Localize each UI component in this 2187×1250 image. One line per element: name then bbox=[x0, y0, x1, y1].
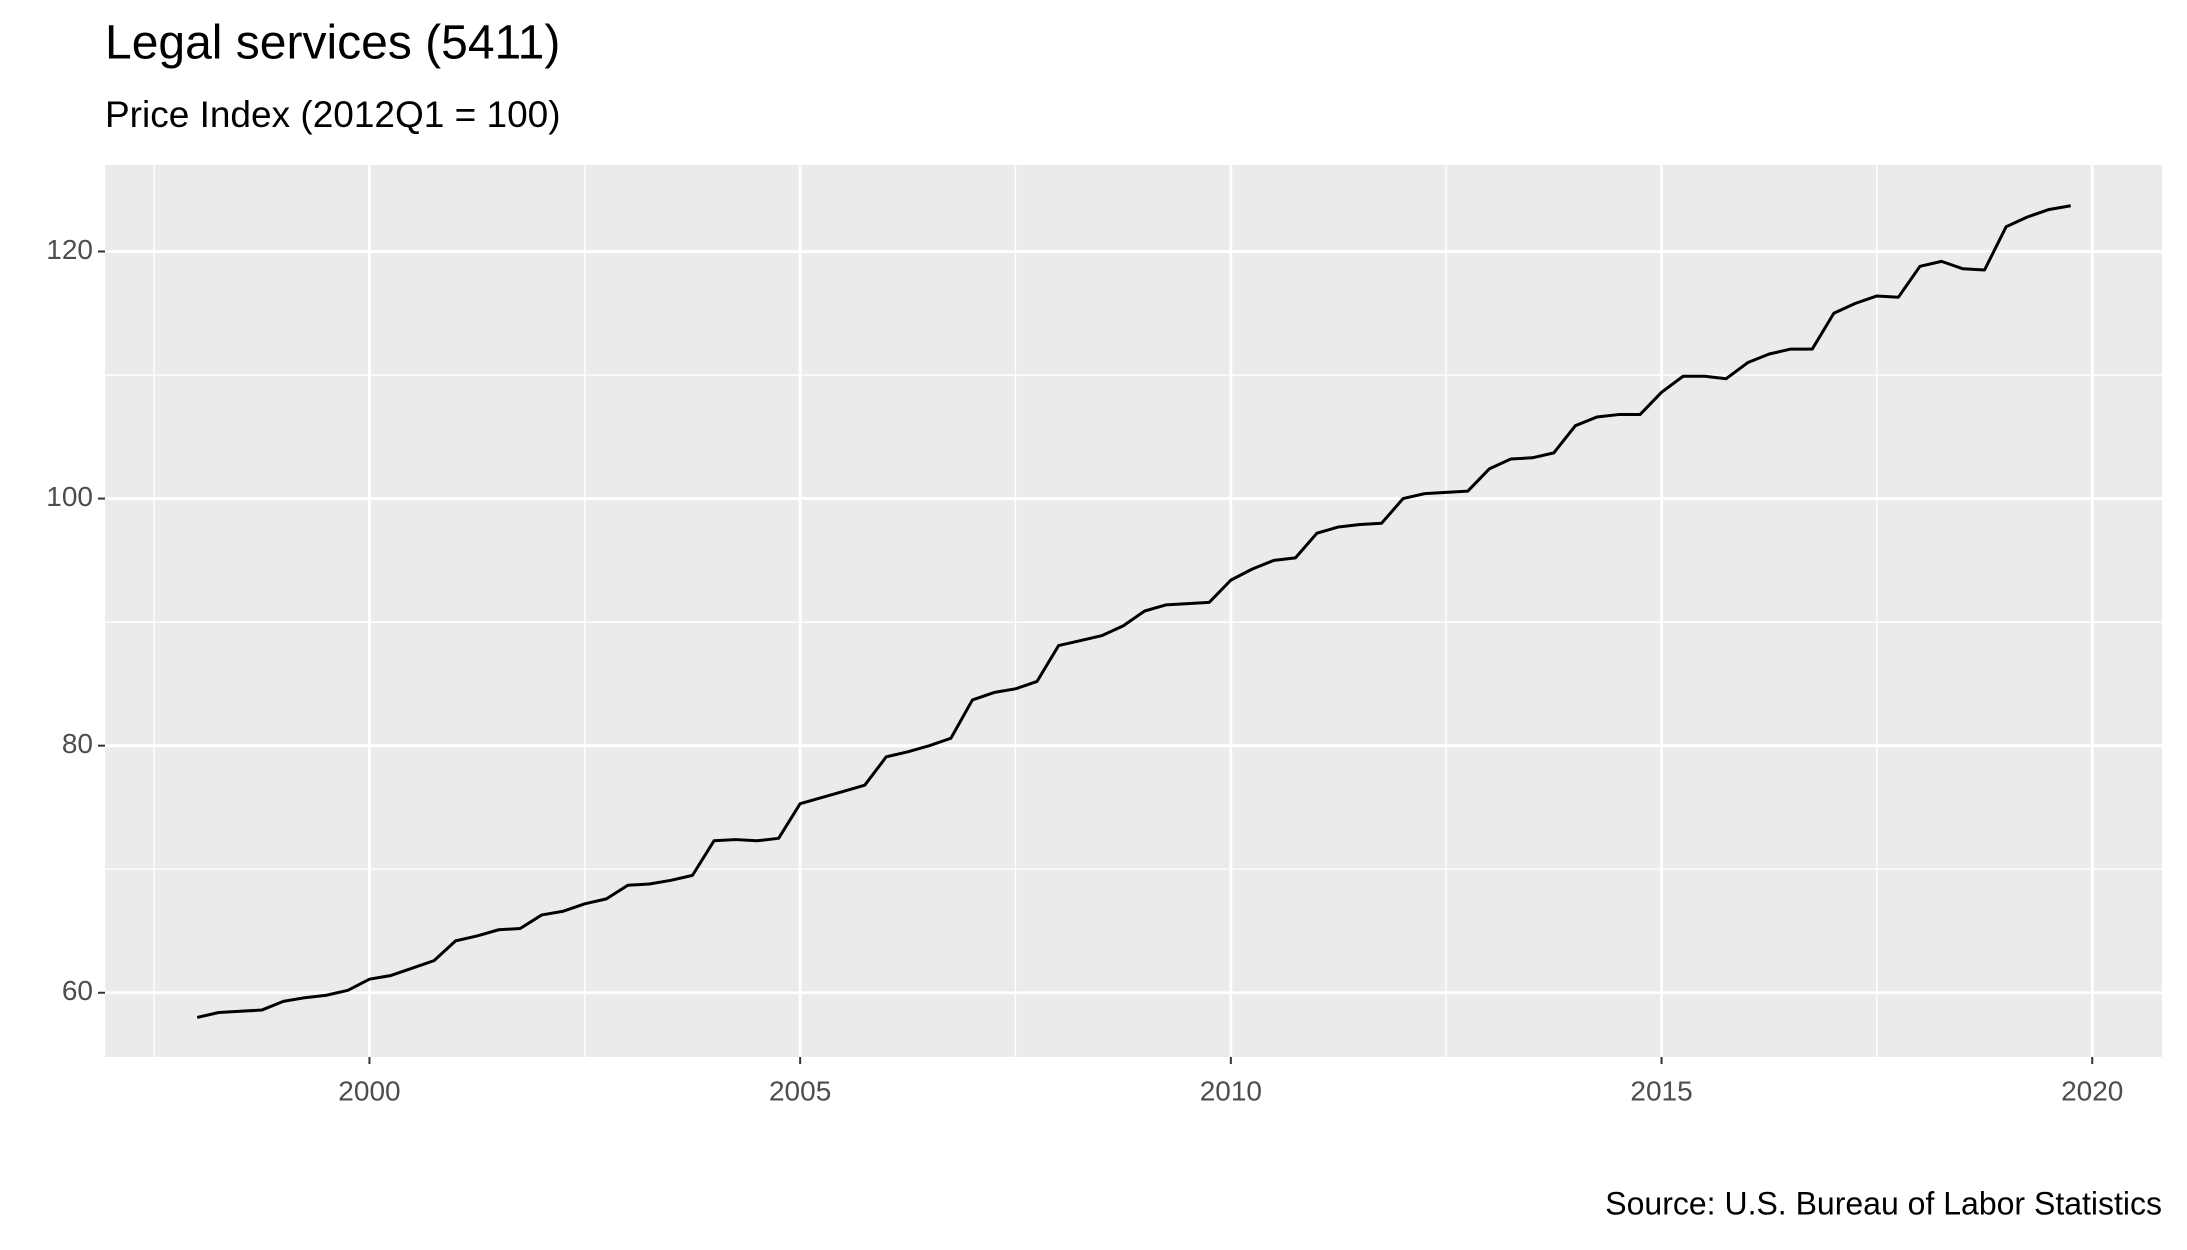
x-tick-label: 2005 bbox=[769, 1075, 831, 1106]
chart-subtitle: Price Index (2012Q1 = 100) bbox=[105, 94, 561, 135]
x-tick-label: 2010 bbox=[1200, 1075, 1262, 1106]
y-tick-label: 60 bbox=[62, 975, 93, 1006]
y-tick-label: 100 bbox=[46, 481, 93, 512]
data-line bbox=[196, 204, 2071, 1019]
x-tick-label: 2020 bbox=[2061, 1075, 2123, 1106]
x-tick-label: 2000 bbox=[338, 1075, 400, 1106]
caption: Source: U.S. Bureau of Labor Statistics bbox=[1605, 1185, 2162, 1221]
y-tick-label: 120 bbox=[46, 234, 93, 265]
y-tick-label: 80 bbox=[62, 728, 93, 759]
panel bbox=[105, 165, 2162, 1057]
chart-title: Legal services (5411) bbox=[105, 17, 560, 70]
x-tick-label: 2015 bbox=[1630, 1075, 1692, 1106]
